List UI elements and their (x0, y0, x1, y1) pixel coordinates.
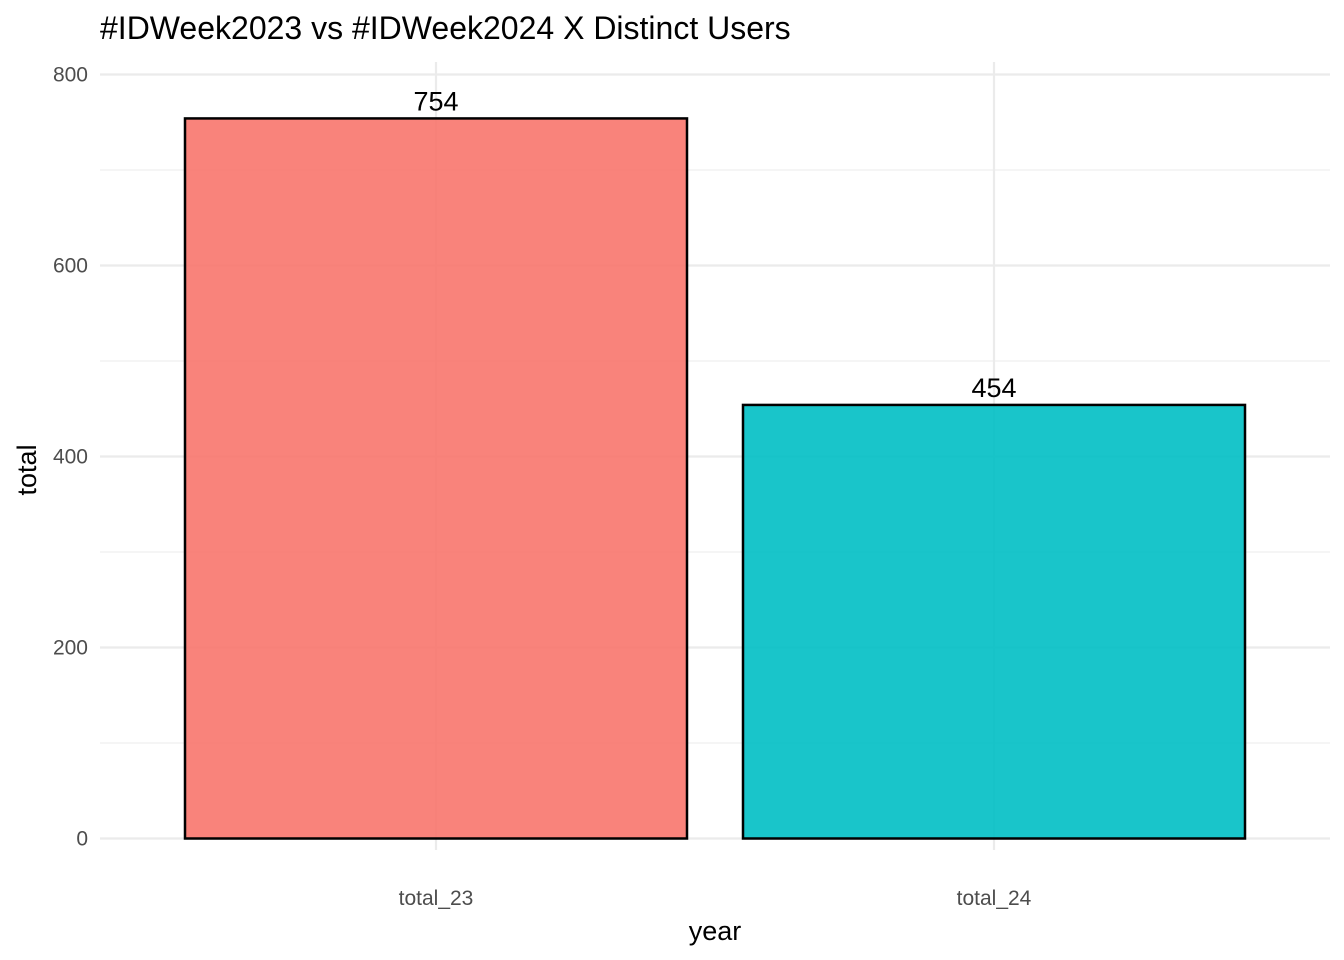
bar-total_23 (183, 117, 689, 840)
chart-title: #IDWeek2023 vs #IDWeek2024 X Distinct Us… (100, 10, 791, 46)
bar-layer (183, 117, 1247, 840)
bar-total_24 (741, 403, 1247, 840)
y-tick-label: 600 (53, 255, 88, 278)
data-label-total_24: 454 (971, 373, 1016, 403)
y-tick-label: 200 (53, 637, 88, 660)
y-tick-label: 800 (53, 64, 88, 87)
x-axis-ticks: total_23 total_24 (399, 887, 1032, 910)
y-tick-label: 400 (53, 446, 88, 469)
data-label-total_23: 754 (413, 86, 458, 116)
y-axis-title: total (12, 444, 42, 495)
x-tick-label: total_24 (957, 887, 1032, 910)
y-tick-label: 0 (76, 828, 88, 851)
x-axis-title: year (689, 916, 742, 946)
y-axis-ticks: 0 200 400 600 800 (53, 64, 88, 851)
data-label-layer: 754 454 (413, 86, 1016, 403)
x-tick-label: total_23 (399, 887, 474, 910)
